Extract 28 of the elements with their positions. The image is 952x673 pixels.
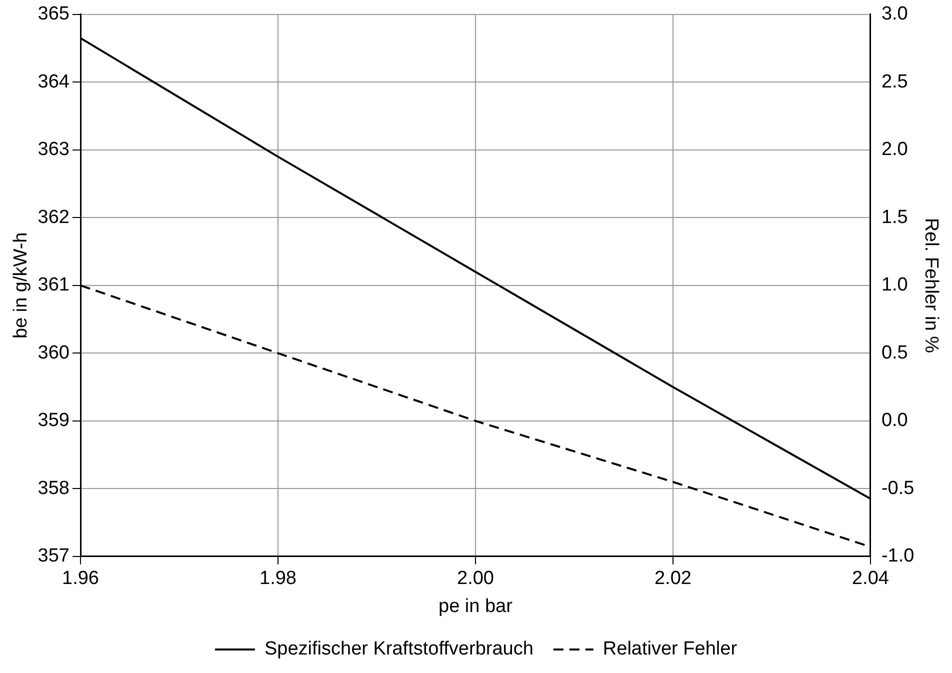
x-tick-label: 2.00 (456, 568, 494, 590)
x-tick-label: 1.96 (62, 568, 99, 590)
y2-tick-label: 1.0 (881, 274, 908, 296)
y2-tick-label: 2.0 (881, 139, 908, 160)
y-tick-label: 365 (38, 4, 70, 25)
y-tick-label: 360 (38, 342, 70, 364)
x-tick-label: 1.98 (260, 568, 296, 590)
x-axis-title: pe in bar (438, 596, 514, 617)
y-tick-label: 361 (38, 274, 70, 296)
y-tick-label: 357 (38, 546, 70, 567)
y2-tick-label: 3.0 (881, 4, 908, 25)
y2-tick-label: 1.5 (881, 206, 908, 228)
x-tick-label: 2.02 (654, 568, 692, 590)
y-axis-title: be in g/kW-h (10, 232, 32, 339)
y2-tick-label: -0.5 (881, 478, 914, 499)
y2-tick-label: 0.0 (881, 410, 908, 432)
x-tick-label: 2.04 (852, 568, 890, 590)
y2-tick-label: 2.5 (881, 71, 908, 92)
y2-tick-label: -1.0 (881, 546, 914, 567)
y-tick-label: 359 (38, 410, 70, 432)
y-tick-label: 358 (38, 478, 70, 499)
y-tick-label: 363 (38, 139, 70, 160)
legend-label: Relativer Fehler (602, 638, 738, 660)
y2-axis-title: Rel. Fehler in % (920, 218, 942, 354)
legend-label: Spezifischer Kraftstoffverbrauch (264, 638, 534, 660)
y-tick-label: 362 (38, 206, 70, 228)
y2-tick-label: 0.5 (881, 342, 908, 364)
y-tick-label: 364 (38, 71, 70, 92)
